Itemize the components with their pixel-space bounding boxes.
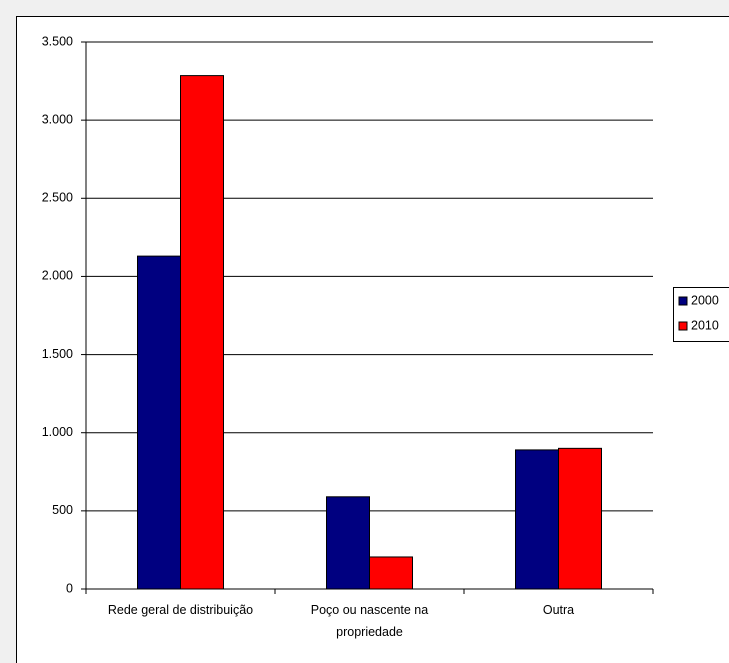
y-tick-label: 500 (52, 503, 73, 517)
y-tick-label: 2.000 (42, 269, 73, 283)
y-tick-label: 3.000 (42, 112, 73, 126)
chart-frame (16, 16, 729, 663)
y-tick-label: 3.500 (42, 34, 73, 48)
x-tick-label: Outra (542, 603, 575, 617)
legend-swatch (678, 321, 688, 331)
x-tick-label-box: Rede geral de distribuição (107, 603, 254, 617)
bar (326, 496, 370, 590)
x-tick-label-box: Poço ou nascente na propriedade (310, 603, 429, 639)
y-tick-label: 2.500 (42, 191, 73, 205)
x-tick-label: Rede geral de distribuição (107, 603, 254, 617)
bar (515, 449, 559, 590)
bar (558, 447, 602, 590)
x-tick-label-box: Outra (542, 603, 575, 617)
y-tick-label: 1.500 (42, 347, 73, 361)
bar (137, 255, 181, 590)
legend-label: 2000 (691, 293, 719, 307)
y-tick-label: 1.000 (42, 425, 73, 439)
legend-swatch (678, 296, 688, 306)
bar (369, 556, 413, 590)
legend-label: 2010 (691, 318, 719, 332)
y-tick-label: 0 (66, 581, 73, 595)
x-tick-label: Poço ou nascente na propriedade (310, 603, 429, 639)
bar (180, 75, 224, 590)
